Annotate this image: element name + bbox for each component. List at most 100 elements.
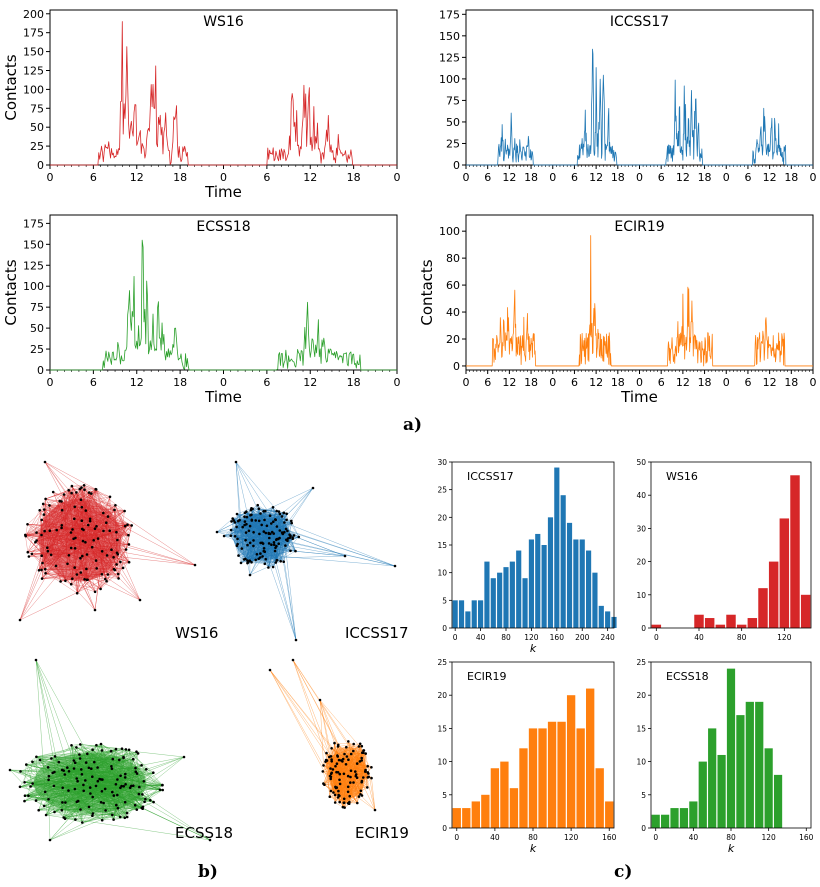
y-tick-label: 20 [437,513,447,522]
network-node [117,577,120,580]
network-node [128,786,132,789]
network-node [337,789,340,793]
network-node [55,528,58,532]
network-node [118,815,122,819]
network-node [349,781,352,784]
network-node [130,524,133,527]
network-node [249,513,252,517]
network-node [250,561,253,564]
histogram-bar [726,668,736,828]
y-tick-label: 75 [30,102,44,115]
x-tick-label: 240 [600,633,615,642]
x-tick-label: 160 [602,833,617,842]
network-node [44,572,47,575]
network-node [78,757,82,760]
network-node [118,758,121,762]
network-node [100,550,104,553]
histogram-bar [500,761,509,828]
network-node [264,531,268,535]
y-tick-label: 150 [23,46,44,59]
network-node [27,555,31,558]
histogram-bar [651,624,662,628]
network-node [61,786,64,790]
network-node [322,764,325,767]
network-node [115,563,118,566]
network-node [116,538,119,542]
network-node [246,543,249,547]
network-node [278,512,282,516]
x-tick-label: 0 [549,171,556,184]
y-tick-label: 5 [442,791,447,800]
network-node [75,800,79,804]
network-node [106,515,110,518]
histogram-bar [773,774,783,828]
network-node [99,778,103,781]
network-node [234,460,238,464]
network-node [75,491,78,494]
network-node [46,546,49,549]
network-node [67,770,71,773]
network-node [366,776,370,779]
network-node [134,766,137,770]
network-node [286,529,289,533]
network-node [113,568,117,572]
network-node [69,531,73,534]
network-node [69,582,73,586]
y-tick-label: 125 [439,51,460,64]
histogram-ecir19: 0 5 10 15 20 25 0 40 80 120 160 ECIR19 k [437,658,616,855]
network-node [161,788,164,792]
x-axis-label: Time [204,388,242,406]
network-node [86,752,89,756]
network-node [95,567,98,570]
network-node [87,491,91,494]
network-node [67,554,71,557]
histogram-bar [516,550,522,628]
network-node [46,549,50,553]
network-node [82,783,85,787]
network-node [229,528,233,532]
network-node [333,741,336,745]
x-tick-label: 0 [549,376,556,389]
network-node [116,572,120,576]
network-node [336,745,340,748]
y-tick-label: 100 [23,83,44,96]
y-tick-label: 100 [439,225,460,238]
x-tick-label: 12 [676,171,690,184]
network-node [373,808,377,812]
histogram-bar [509,788,519,828]
network-node [127,533,130,537]
network-node [60,500,63,503]
network-node [48,529,52,532]
network-node [272,543,276,546]
network-core [38,498,122,582]
network-node [91,748,94,751]
network-node [108,495,112,499]
histogram-bar [768,561,779,628]
network-node [34,658,38,662]
network-node [236,537,239,541]
network-node [95,743,98,747]
network-node [124,548,128,551]
network-node [273,549,277,553]
network-node [290,519,293,523]
network-node [233,535,237,538]
network-node [127,560,131,564]
network-node [284,544,287,547]
network-node [60,524,64,527]
network-node [135,750,138,753]
network-node [274,561,278,564]
network-node [294,549,297,553]
network-node [89,792,92,795]
network-node [53,810,56,814]
histogram-bar [462,808,471,828]
x-axis-label: k [530,642,537,655]
network-outlier-edges [19,461,196,621]
network-node [345,745,348,749]
network-node [243,511,247,515]
network-node [43,567,47,571]
network-node [240,547,244,550]
y-tick-label: 150 [439,30,460,43]
y-tick-label: 20 [636,691,646,700]
